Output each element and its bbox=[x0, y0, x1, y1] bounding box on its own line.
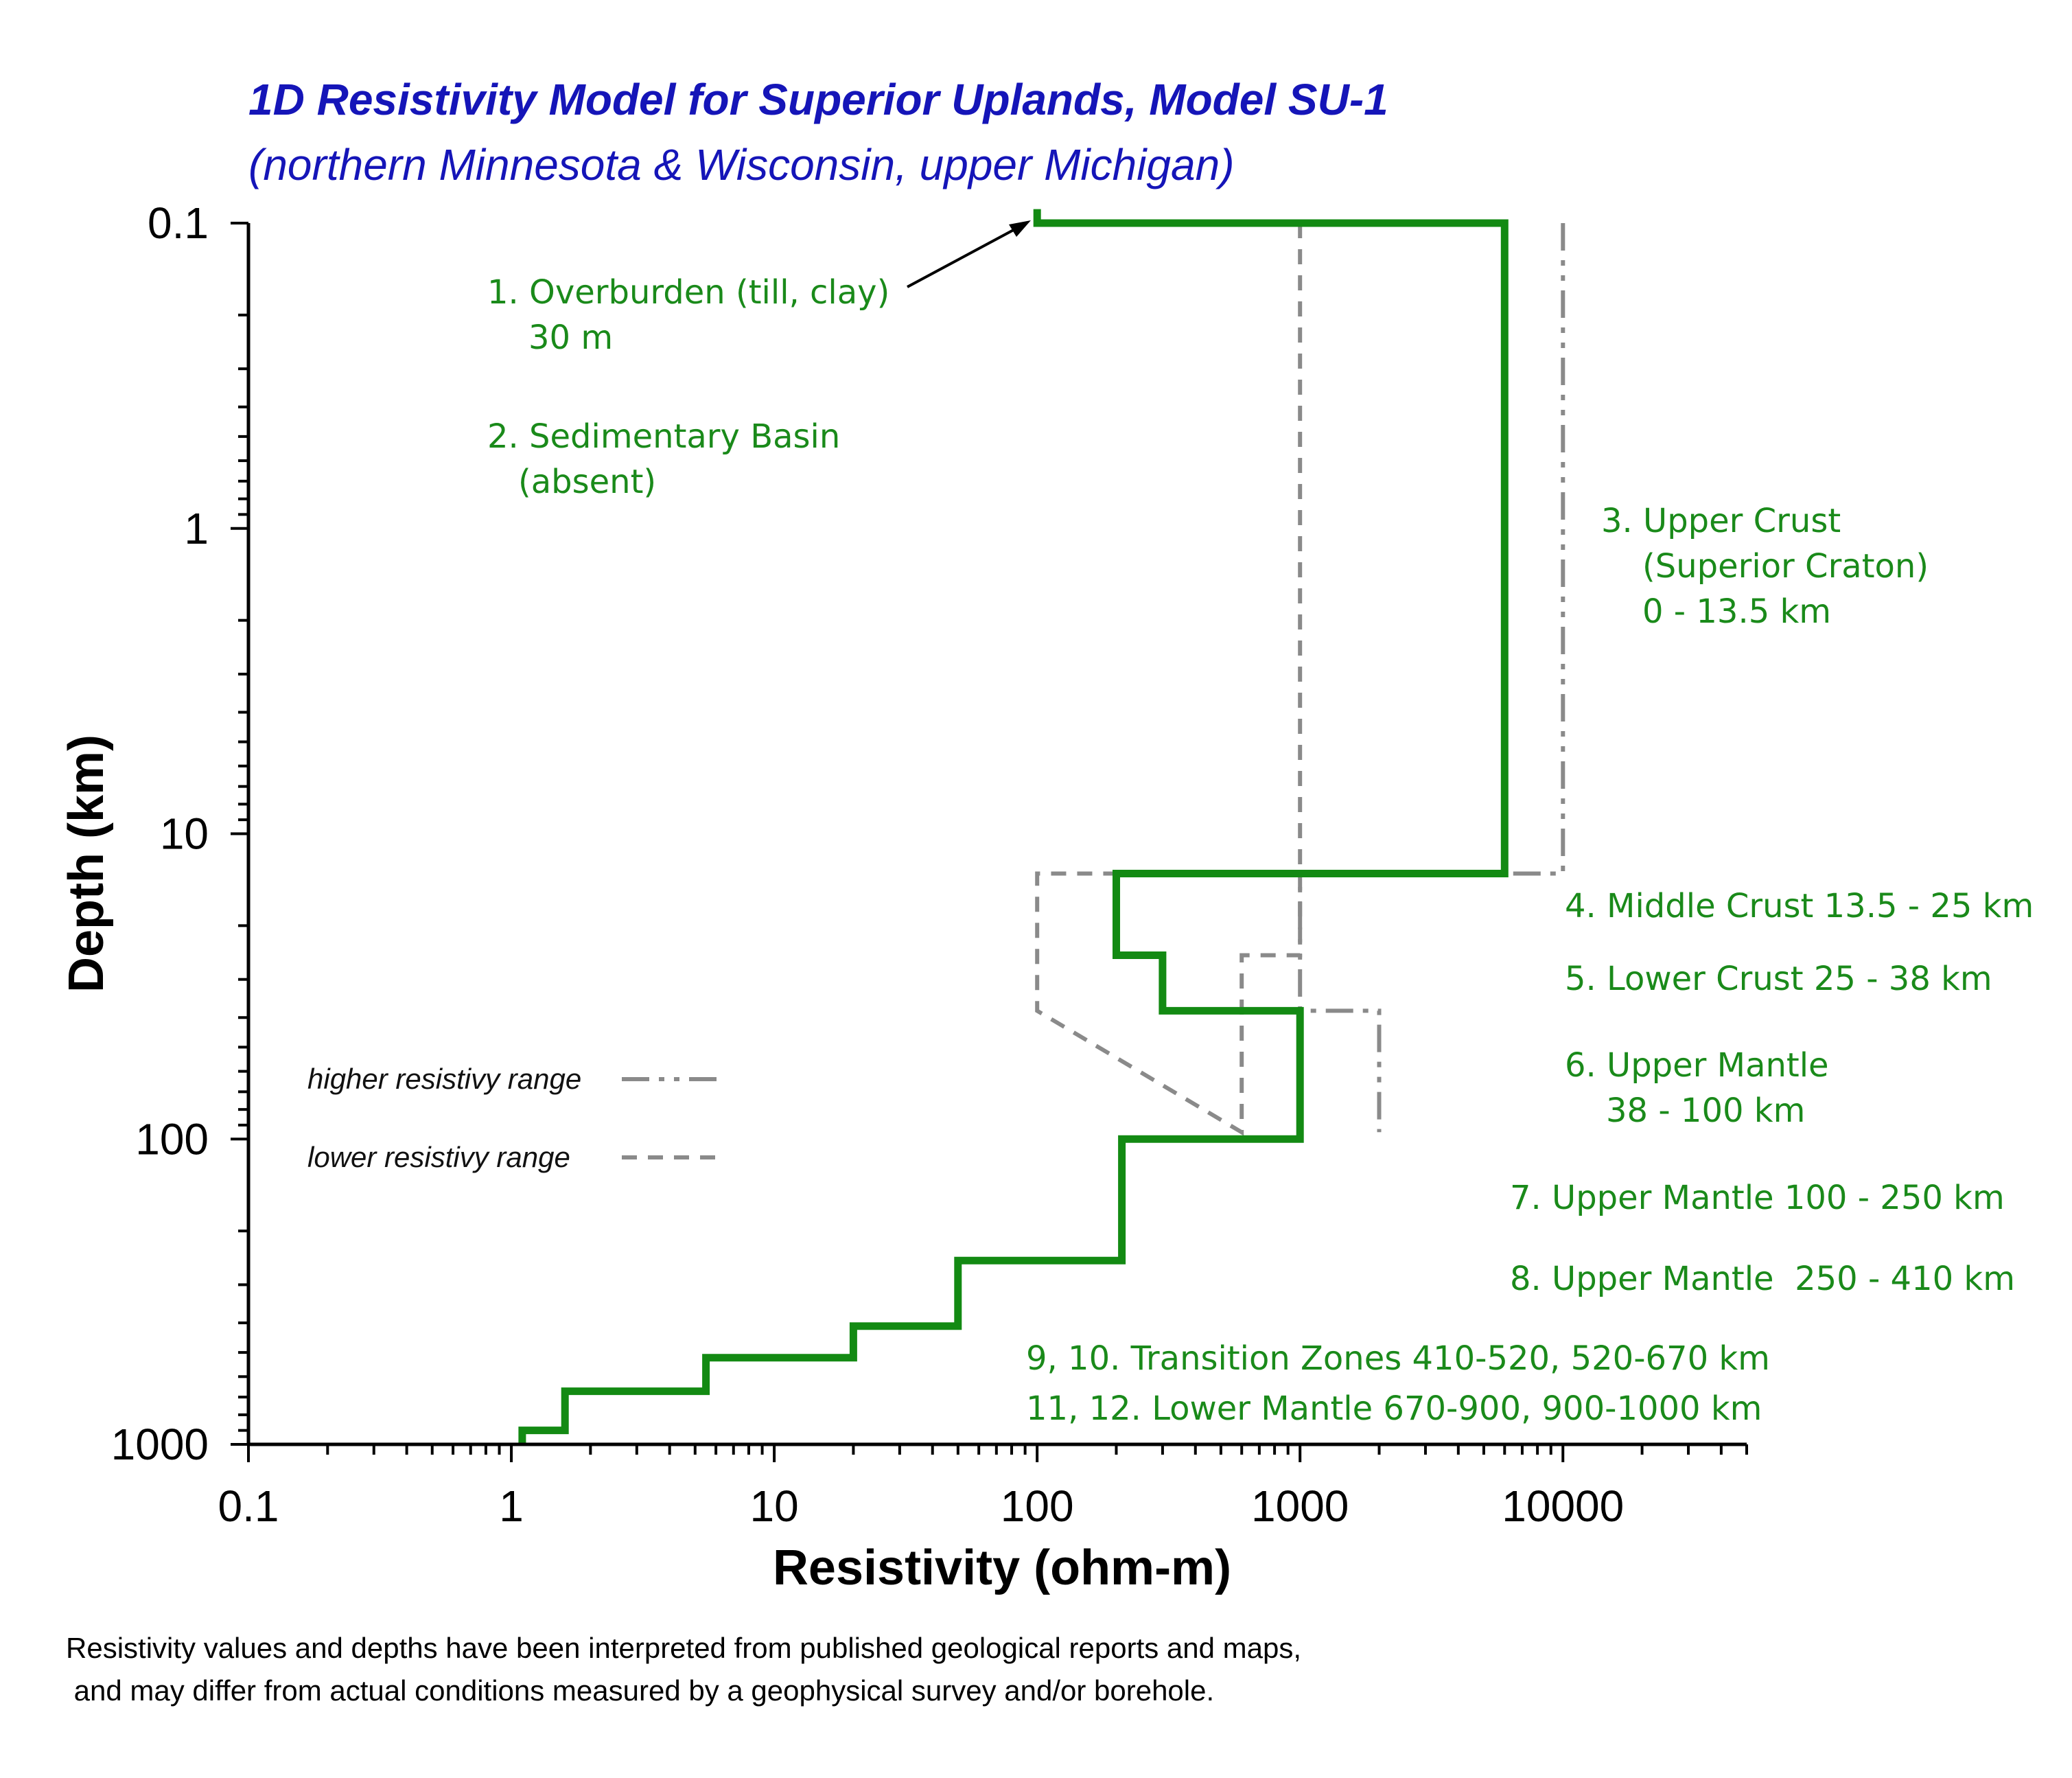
annotation-line: 38 - 100 km bbox=[1606, 1092, 1805, 1130]
annotation-line: 30 m bbox=[528, 319, 613, 357]
layer-annotation: 3. Upper Crust (Superior Craton) 0 - 13.5 … bbox=[1601, 502, 1929, 631]
disclaimer-note: Resistivity values and depths have been … bbox=[66, 1632, 1301, 1707]
annotation-line: 3. Upper Crust bbox=[1601, 502, 1841, 540]
layer-annotation: 5. Lower Crust 25 - 38 km bbox=[1565, 960, 1992, 998]
x-tick-label: 1000 bbox=[1251, 1481, 1349, 1531]
layer-annotation: 8. Upper Mantle 250 - 410 km bbox=[1510, 1260, 2015, 1298]
layer-annotations: 1. Overburden (till, clay) 30 m 2. Sedimen… bbox=[487, 273, 2034, 1428]
model-series bbox=[518, 209, 1509, 1444]
x-tick-label: 1 bbox=[499, 1481, 524, 1531]
annotation-line: 8. Upper Mantle 250 - 410 km bbox=[1510, 1260, 2015, 1298]
annotation-line: 1. Overburden (till, clay) bbox=[487, 273, 889, 312]
layer-annotation: 1. Overburden (till, clay) 30 m bbox=[487, 273, 889, 357]
annotation-line: 6. Upper Mantle bbox=[1565, 1046, 1829, 1085]
legend-label: lower resistivy range bbox=[307, 1141, 570, 1173]
layer-annotation: 4. Middle Crust 13.5 - 25 km bbox=[1565, 887, 2034, 925]
annotation-line: 9, 10. Transition Zones 410-520, 520-670… bbox=[1026, 1339, 1770, 1378]
note-line-1: Resistivity values and depths have been … bbox=[66, 1632, 1301, 1664]
chart-title: 1D Resistivity Model for Superior Upland… bbox=[248, 75, 1388, 124]
annotation-line: 2. Sedimentary Basin bbox=[487, 417, 840, 456]
overburden-arrow bbox=[907, 220, 1031, 288]
annotation-line: (absent) bbox=[518, 463, 656, 501]
layer-annotation: 11, 12. Lower Mantle 670-900, 900-1000 k… bbox=[1026, 1389, 1762, 1428]
legend-label: higher resistivy range bbox=[307, 1063, 581, 1095]
layer-annotation: 7. Upper Mantle 100 - 250 km bbox=[1510, 1179, 2005, 1217]
lower-range-series bbox=[1035, 223, 1303, 1136]
y-axis-label: Depth (km) bbox=[59, 735, 114, 993]
annotation-line: 4. Middle Crust 13.5 - 25 km bbox=[1565, 887, 2034, 925]
x-tick-label: 10 bbox=[750, 1481, 799, 1531]
annotation-line: 7. Upper Mantle 100 - 250 km bbox=[1510, 1179, 2005, 1217]
layer-annotation: 2. Sedimentary Basin (absent) bbox=[487, 417, 840, 501]
arrow-shaft bbox=[907, 225, 1021, 288]
model-line bbox=[518, 209, 1509, 1444]
y-tick-label: 1 bbox=[184, 504, 209, 553]
x-tick-label: 10000 bbox=[1502, 1481, 1624, 1531]
annotation-line: 11, 12. Lower Mantle 670-900, 900-1000 k… bbox=[1026, 1389, 1762, 1428]
y-tick-label: 10 bbox=[160, 809, 209, 859]
x-axis-label: Resistivity (ohm-m) bbox=[773, 1540, 1231, 1595]
x-axis-ticks: 0.1 1 10 100 1000 10000 bbox=[218, 1444, 1748, 1531]
y-tick-label: 100 bbox=[135, 1114, 209, 1164]
y-axis-ticks: 0.1 1 10 100 1000 bbox=[111, 198, 248, 1469]
annotation-line: 5. Lower Crust 25 - 38 km bbox=[1565, 960, 1992, 998]
x-tick-label: 0.1 bbox=[218, 1481, 279, 1531]
y-tick-label: 0.1 bbox=[148, 198, 209, 248]
higher-range-series bbox=[1298, 223, 1565, 1133]
layer-annotation: 9, 10. Transition Zones 410-520, 520-670… bbox=[1026, 1339, 1770, 1378]
y-tick-label: 1000 bbox=[111, 1420, 209, 1469]
x-tick-label: 100 bbox=[1001, 1481, 1074, 1531]
chart-subtitle: (northern Minnesota & Wisconsin, upper M… bbox=[248, 140, 1235, 189]
range-lines bbox=[1035, 223, 1565, 1136]
layer-annotation: 6. Upper Mantle 38 - 100 km bbox=[1565, 1046, 1829, 1130]
annotation-line: (Superior Craton) bbox=[1642, 547, 1929, 586]
arrow-head bbox=[1009, 220, 1031, 237]
annotation-line: 0 - 13.5 km bbox=[1642, 592, 1831, 631]
legend: higher resistivy range lower resistivy ra… bbox=[307, 1063, 724, 1173]
note-line-2: and may differ from actual conditions me… bbox=[66, 1674, 1214, 1707]
